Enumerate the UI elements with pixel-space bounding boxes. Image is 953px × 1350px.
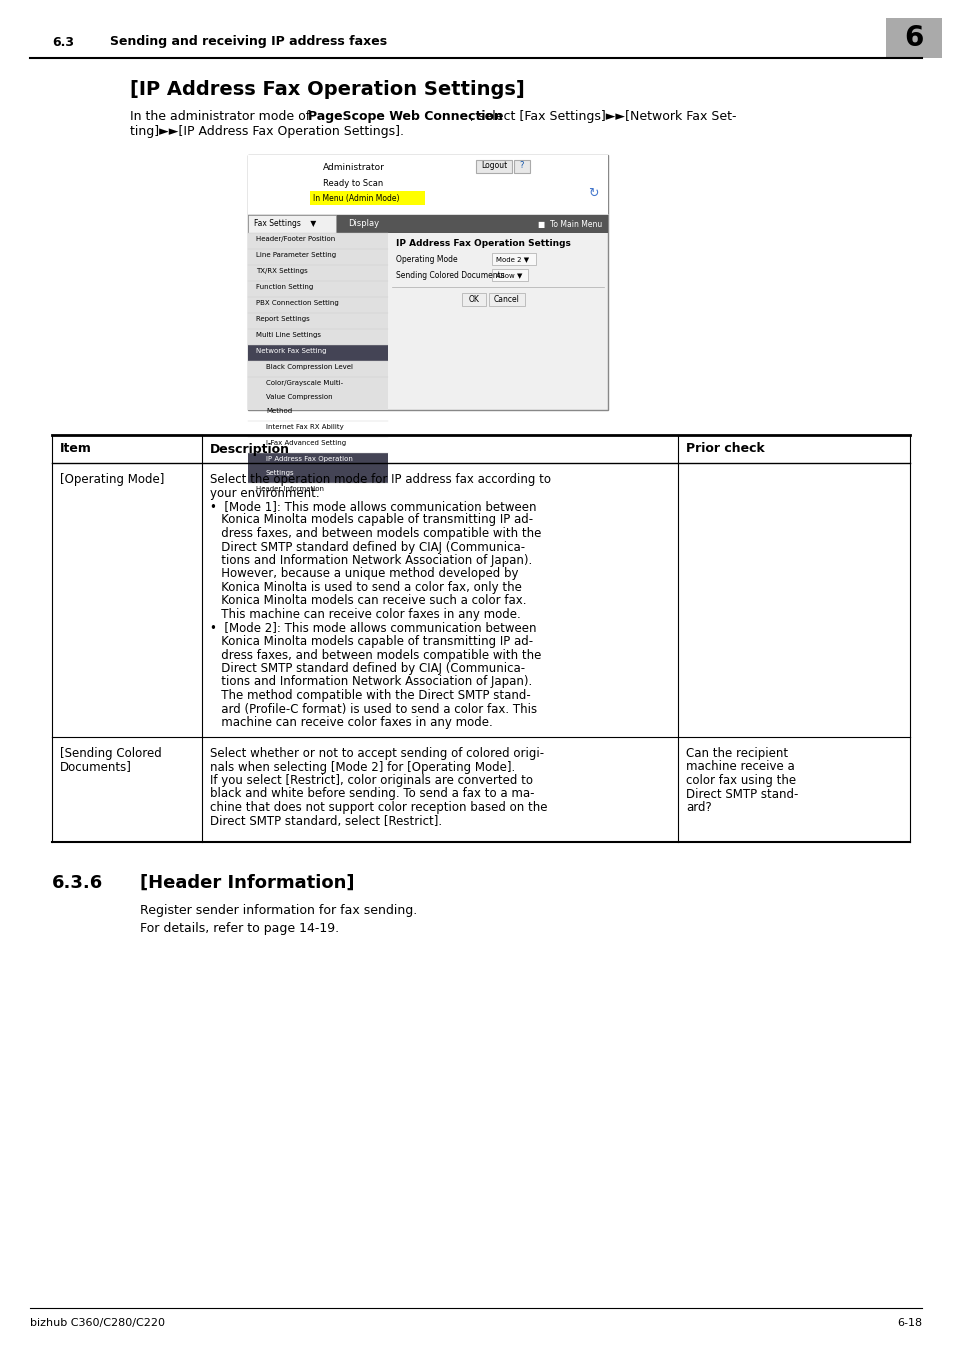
Text: 6.3: 6.3 <box>52 35 74 49</box>
Bar <box>248 346 388 360</box>
Text: •  [Mode 2]: This mode allows communication between: • [Mode 2]: This mode allows communicati… <box>210 621 536 634</box>
Text: your environment.: your environment. <box>210 486 319 500</box>
Text: Logout: Logout <box>480 162 507 170</box>
Bar <box>248 215 335 234</box>
Text: Select the operation mode for IP address fax according to: Select the operation mode for IP address… <box>210 472 551 486</box>
Text: [Sending Colored: [Sending Colored <box>60 747 162 760</box>
Text: ■  To Main Menu: ■ To Main Menu <box>537 220 601 228</box>
Text: Prior check: Prior check <box>685 443 764 455</box>
Text: Value Compression: Value Compression <box>266 394 333 400</box>
Bar <box>489 293 524 306</box>
Text: [Header Information]: [Header Information] <box>140 873 355 892</box>
Bar <box>514 161 530 173</box>
Text: Can the recipient: Can the recipient <box>685 747 787 760</box>
Text: ard (Profile-C format) is used to send a color fax. This: ard (Profile-C format) is used to send a… <box>210 702 537 716</box>
Text: Direct SMTP standard defined by CIAJ (Communica-: Direct SMTP standard defined by CIAJ (Co… <box>210 540 524 553</box>
Text: color fax using the: color fax using the <box>685 774 796 787</box>
Text: Administrator: Administrator <box>323 163 384 171</box>
Text: In Menu (Admin Mode): In Menu (Admin Mode) <box>313 193 399 202</box>
Text: Mode 2 ▼: Mode 2 ▼ <box>496 256 529 262</box>
Text: Function Setting: Function Setting <box>255 284 313 290</box>
Text: Cancel: Cancel <box>494 294 519 304</box>
Text: •  [Mode 1]: This mode allows communication between: • [Mode 1]: This mode allows communicati… <box>210 500 536 513</box>
Text: dress faxes, and between models compatible with the: dress faxes, and between models compatib… <box>210 648 540 662</box>
Text: However, because a unique method developed by: However, because a unique method develop… <box>210 567 518 580</box>
Text: ↻: ↻ <box>587 186 598 200</box>
Text: Header/Footer Position: Header/Footer Position <box>255 236 335 242</box>
Text: Report Settings: Report Settings <box>255 316 310 323</box>
Bar <box>248 454 388 483</box>
Text: Internet Fax RX Ability: Internet Fax RX Ability <box>266 424 343 431</box>
Text: Display: Display <box>348 220 378 228</box>
Text: Allow ▼: Allow ▼ <box>496 271 522 278</box>
Text: Select whether or not to accept sending of colored origi-: Select whether or not to accept sending … <box>210 747 543 760</box>
Text: Konica Minolta models capable of transmitting IP ad-: Konica Minolta models capable of transmi… <box>210 634 533 648</box>
Text: Fax Settings    ▼: Fax Settings ▼ <box>253 220 315 228</box>
Text: Header Information: Header Information <box>255 486 324 491</box>
Text: chine that does not support color reception based on the: chine that does not support color recept… <box>210 801 547 814</box>
Text: IP Address Fax Operation: IP Address Fax Operation <box>266 456 353 462</box>
Text: TX/RX Settings: TX/RX Settings <box>255 269 308 274</box>
Bar <box>248 155 607 410</box>
Text: 6: 6 <box>903 24 923 53</box>
Text: PageScope Web Connection: PageScope Web Connection <box>308 109 502 123</box>
Bar <box>248 215 607 234</box>
Text: dress faxes, and between models compatible with the: dress faxes, and between models compatib… <box>210 526 540 540</box>
Text: tions and Information Network Association of Japan).: tions and Information Network Associatio… <box>210 554 532 567</box>
Text: ?: ? <box>519 162 524 170</box>
Text: Direct SMTP standard defined by CIAJ (Communica-: Direct SMTP standard defined by CIAJ (Co… <box>210 662 524 675</box>
Text: Method: Method <box>266 408 292 414</box>
Text: PBX Connection Setting: PBX Connection Setting <box>255 300 338 306</box>
Text: The method compatible with the Direct SMTP stand-: The method compatible with the Direct SM… <box>210 688 530 702</box>
Text: IP Address Fax Operation Settings: IP Address Fax Operation Settings <box>395 239 570 248</box>
Text: Documents]: Documents] <box>60 760 132 774</box>
Text: If you select [Restrict], color originals are converted to: If you select [Restrict], color original… <box>210 774 533 787</box>
Bar <box>461 293 485 306</box>
Bar <box>492 269 527 281</box>
Text: tions and Information Network Association of Japan).: tions and Information Network Associatio… <box>210 675 532 688</box>
Text: I-Fax Advanced Setting: I-Fax Advanced Setting <box>266 440 346 446</box>
Bar <box>476 161 512 173</box>
Text: black and white before sending. To send a fax to a ma-: black and white before sending. To send … <box>210 787 534 801</box>
Text: ting]►►[IP Address Fax Operation Settings].: ting]►►[IP Address Fax Operation Setting… <box>130 126 403 138</box>
Bar <box>885 18 941 58</box>
Bar <box>310 190 424 205</box>
Text: 6-18: 6-18 <box>896 1318 921 1328</box>
Text: , select [Fax Settings]►►[Network Fax Set-: , select [Fax Settings]►►[Network Fax Se… <box>470 109 736 123</box>
Text: Sending and receiving IP address faxes: Sending and receiving IP address faxes <box>110 35 387 49</box>
Text: Konica Minolta models capable of transmitting IP ad-: Konica Minolta models capable of transmi… <box>210 513 533 526</box>
Text: Direct SMTP standard, select [Restrict].: Direct SMTP standard, select [Restrict]. <box>210 814 441 828</box>
Text: Description: Description <box>210 443 290 455</box>
Text: machine can receive color faxes in any mode.: machine can receive color faxes in any m… <box>210 716 493 729</box>
Text: Register sender information for fax sending.: Register sender information for fax send… <box>140 904 416 917</box>
Bar <box>248 155 607 215</box>
Text: [IP Address Fax Operation Settings]: [IP Address Fax Operation Settings] <box>130 80 524 99</box>
Text: Konica Minolta is used to send a color fax, only the: Konica Minolta is used to send a color f… <box>210 580 521 594</box>
Text: Line Parameter Setting: Line Parameter Setting <box>255 252 335 258</box>
Text: Konica Minolta models can receive such a color fax.: Konica Minolta models can receive such a… <box>210 594 526 608</box>
Text: Ready to Scan: Ready to Scan <box>323 180 383 188</box>
Text: ard?: ard? <box>685 801 711 814</box>
Text: [Operating Mode]: [Operating Mode] <box>60 472 164 486</box>
Text: OK: OK <box>468 294 479 304</box>
Text: Color/Grayscale Multi-: Color/Grayscale Multi- <box>266 379 343 386</box>
Text: Direct SMTP stand-: Direct SMTP stand- <box>685 787 798 801</box>
Bar <box>492 252 536 265</box>
Text: Settings: Settings <box>266 470 294 477</box>
Text: In the administrator mode of: In the administrator mode of <box>130 109 314 123</box>
Text: Black Compression Level: Black Compression Level <box>266 364 353 370</box>
Text: nals when selecting [Mode 2] for [Operating Mode].: nals when selecting [Mode 2] for [Operat… <box>210 760 515 774</box>
Text: This machine can receive color faxes in any mode.: This machine can receive color faxes in … <box>210 608 520 621</box>
Bar <box>248 234 388 410</box>
Text: Item: Item <box>60 443 91 455</box>
Text: Sending Colored Documents: Sending Colored Documents <box>395 271 504 279</box>
Text: bizhub C360/C280/C220: bizhub C360/C280/C220 <box>30 1318 165 1328</box>
Text: Operating Mode: Operating Mode <box>395 255 457 265</box>
Text: Multi Line Settings: Multi Line Settings <box>255 332 320 338</box>
Text: machine receive a: machine receive a <box>685 760 794 774</box>
Text: 6.3.6: 6.3.6 <box>52 873 103 892</box>
Text: Network Fax Setting: Network Fax Setting <box>255 348 326 354</box>
Text: For details, refer to page 14-19.: For details, refer to page 14-19. <box>140 922 338 936</box>
